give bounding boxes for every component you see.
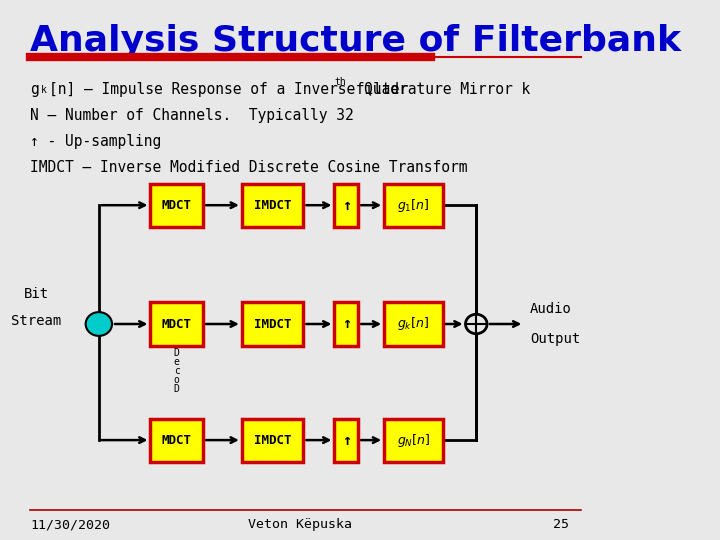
FancyBboxPatch shape	[242, 302, 303, 346]
Text: IMDCT: IMDCT	[254, 199, 292, 212]
Text: $g_N[n]$: $g_N[n]$	[397, 431, 430, 449]
Text: IMDCT: IMDCT	[254, 434, 292, 447]
FancyBboxPatch shape	[384, 302, 443, 346]
Text: th: th	[334, 77, 346, 87]
FancyBboxPatch shape	[384, 418, 443, 462]
Circle shape	[466, 314, 487, 334]
FancyBboxPatch shape	[384, 184, 443, 227]
Text: $g_1[n]$: $g_1[n]$	[397, 197, 430, 214]
Text: D
e
c
o
D: D e c o D	[174, 348, 180, 394]
Text: IMDCT – Inverse Modified Discrete Cosine Transform: IMDCT – Inverse Modified Discrete Cosine…	[30, 160, 467, 175]
Text: $g_k[n]$: $g_k[n]$	[397, 315, 429, 333]
Text: g: g	[30, 82, 39, 97]
FancyBboxPatch shape	[242, 184, 303, 227]
Circle shape	[86, 312, 112, 336]
Text: N – Number of Channels.  Typically 32: N – Number of Channels. Typically 32	[30, 108, 354, 123]
Text: Analysis Structure of Filterbank: Analysis Structure of Filterbank	[30, 24, 681, 58]
Text: IMDCT: IMDCT	[254, 318, 292, 330]
Text: 11/30/2020: 11/30/2020	[30, 518, 110, 531]
Text: k: k	[41, 85, 47, 95]
Text: ↑: ↑	[342, 433, 351, 448]
Text: [n] – Impulse Response of a Inverse Quadrature Mirror k: [n] – Impulse Response of a Inverse Quad…	[49, 82, 531, 97]
Text: Veton Këpuska: Veton Këpuska	[248, 518, 351, 531]
Text: MDCT: MDCT	[162, 434, 192, 447]
FancyBboxPatch shape	[334, 418, 359, 462]
FancyBboxPatch shape	[150, 418, 203, 462]
Text: ↑ - Up-sampling: ↑ - Up-sampling	[30, 134, 161, 149]
FancyBboxPatch shape	[334, 302, 359, 346]
Text: -filter: -filter	[348, 82, 409, 97]
Text: MDCT: MDCT	[162, 318, 192, 330]
Text: Audio: Audio	[530, 302, 572, 316]
FancyBboxPatch shape	[242, 418, 303, 462]
Text: MDCT: MDCT	[162, 199, 192, 212]
FancyBboxPatch shape	[150, 302, 203, 346]
Text: ↑: ↑	[342, 316, 351, 332]
Text: 25: 25	[553, 518, 569, 531]
Text: Output: Output	[530, 332, 580, 346]
FancyBboxPatch shape	[334, 184, 359, 227]
Text: Stream: Stream	[11, 314, 61, 328]
Text: ↑: ↑	[342, 198, 351, 213]
FancyBboxPatch shape	[150, 184, 203, 227]
Text: Bit: Bit	[23, 287, 48, 301]
